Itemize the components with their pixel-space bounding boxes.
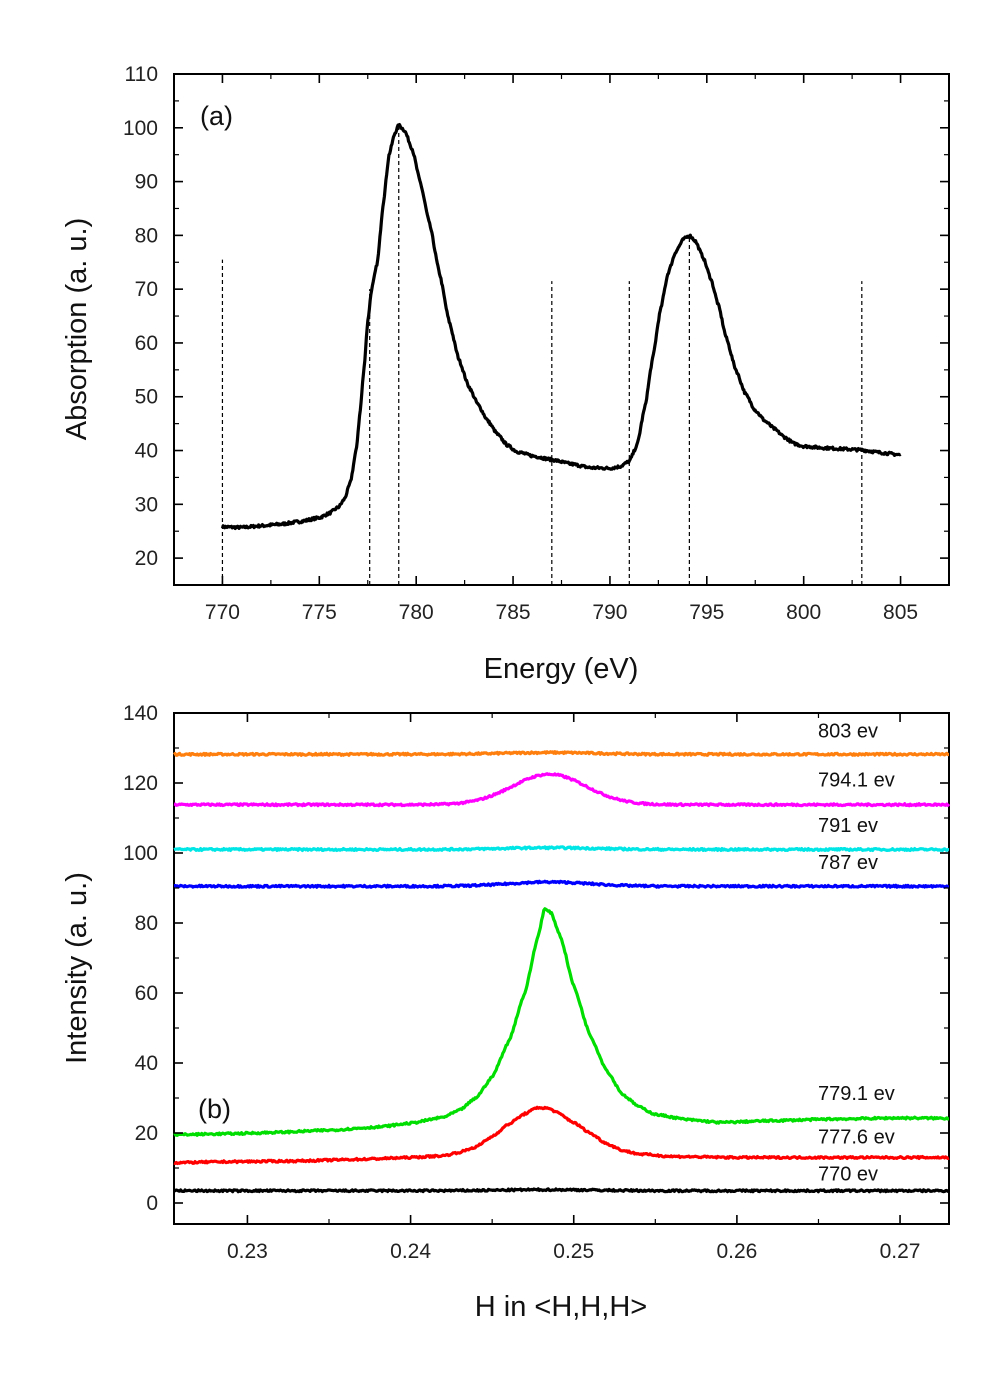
panel-b-x-axis-title: H in <H,H,H>	[475, 1291, 647, 1323]
panel-b-series-labels: 803 ev 794.1 ev 791 ev 787 ev 779.1 ev 777.6 …	[818, 721, 895, 1186]
panel-a-y-tick-label: 100	[123, 117, 158, 140]
panel-a-y-tick-label: 20	[135, 547, 158, 570]
panel-b-y-tick-label: 60	[135, 982, 158, 1005]
panel-b-plot-frame	[173, 712, 950, 1225]
panel-a-x-tick-label: 770	[205, 601, 240, 624]
panel-b-series-curve	[173, 845, 950, 853]
panel-b-series-curve	[173, 1105, 950, 1166]
panel-b-x-tick-label: 0.25	[553, 1240, 594, 1263]
panel-a-curve-group	[220, 122, 902, 531]
panel-b-series-curve	[172, 750, 950, 757]
panel-b-curve-group	[172, 750, 951, 1194]
panel-b-series-curve	[173, 907, 950, 1137]
panel-b-x-tick-label: 0.24	[390, 1240, 431, 1263]
panel-a-x-tick-label: 790	[592, 601, 627, 624]
panel-a-y-tick-label: 80	[135, 224, 158, 247]
panel-b-series-label: 777.6 ev	[818, 1127, 895, 1149]
panel-b-x-ticks: 0.23 0.24 0.25 0.26 0.27	[227, 713, 921, 1263]
panel-b-series-curve	[173, 772, 951, 808]
panel-b-y-tick-label: 140	[123, 702, 158, 725]
panel-a-x-tick-label: 795	[689, 601, 724, 624]
panel-b-series-label: 794.1 ev	[818, 770, 895, 792]
panel-a-energy-markers	[221, 127, 863, 585]
panel-b-intensity-chart: 803 ev 794.1 ev 791 ev 787 ev 779.1 ev 777.6 …	[61, 702, 951, 1323]
panel-b-y-tick-label: 40	[135, 1052, 158, 1075]
panel-b-x-tick-label: 0.23	[227, 1240, 268, 1263]
panel-a-y-tick-label: 110	[125, 63, 158, 86]
panel-a-x-tick-label: 785	[496, 601, 531, 624]
panel-b-x-tick-label: 0.27	[880, 1240, 921, 1263]
panel-a-absorption-curve	[220, 122, 902, 531]
panel-b-tag: (b)	[198, 1094, 231, 1124]
panel-b-y-tick-label: 120	[123, 772, 158, 795]
panel-a-x-ticks: 770 775 780 785 790 795 800 805	[205, 74, 918, 624]
panel-a-x-axis-title: Energy (eV)	[484, 653, 639, 685]
panel-a-y-axis-title: Absorption (a. u.)	[61, 218, 93, 440]
panel-b-series-curve	[173, 1187, 950, 1194]
panel-a-y-tick-label: 90	[135, 171, 158, 194]
panel-a-y-ticks: 20 30 40 50 60 70 80 90 100 110	[123, 63, 949, 570]
panel-b-y-tick-label: 100	[123, 842, 158, 865]
panel-b-y-tick-label: 0	[146, 1192, 158, 1215]
panel-a-y-tick-label: 60	[135, 332, 158, 355]
panel-b-series-label: 791 ev	[818, 815, 878, 837]
panel-a-plot-frame	[173, 73, 950, 586]
panel-a-y-tick-label: 40	[135, 440, 158, 463]
panel-a-y-tick-label: 30	[135, 493, 158, 516]
panel-a-x-tick-label: 780	[399, 601, 434, 624]
panel-b-series-label: 787 ev	[818, 852, 878, 874]
panel-a-x-tick-label: 805	[883, 601, 918, 624]
panel-b-x-tick-label: 0.26	[716, 1240, 757, 1263]
panel-b-y-axis-title: Intensity (a. u.)	[61, 872, 93, 1064]
panel-a-y-tick-label: 70	[135, 278, 158, 301]
panel-b-series-label: 770 ev	[818, 1163, 878, 1185]
panel-b-series-label: 779.1 ev	[818, 1083, 895, 1105]
panel-a-x-tick-label: 775	[302, 601, 337, 624]
panel-b-y-tick-label: 20	[135, 1122, 158, 1145]
panel-a-y-tick-label: 50	[135, 386, 158, 409]
panel-a-x-tick-label: 800	[786, 601, 821, 624]
panel-b-series-label: 803 ev	[818, 721, 878, 743]
panel-b-y-tick-label: 80	[135, 912, 158, 935]
panel-b-series-curve	[173, 879, 950, 889]
panel-a-tag: (a)	[200, 101, 233, 131]
panel-a-absorption-chart: 770 775 780 785 790 795 800 805 20 30 40 50 60 70 80 9…	[61, 63, 950, 685]
panel-b-y-ticks: 0 20 40 60 80 100 120 140	[123, 702, 949, 1215]
